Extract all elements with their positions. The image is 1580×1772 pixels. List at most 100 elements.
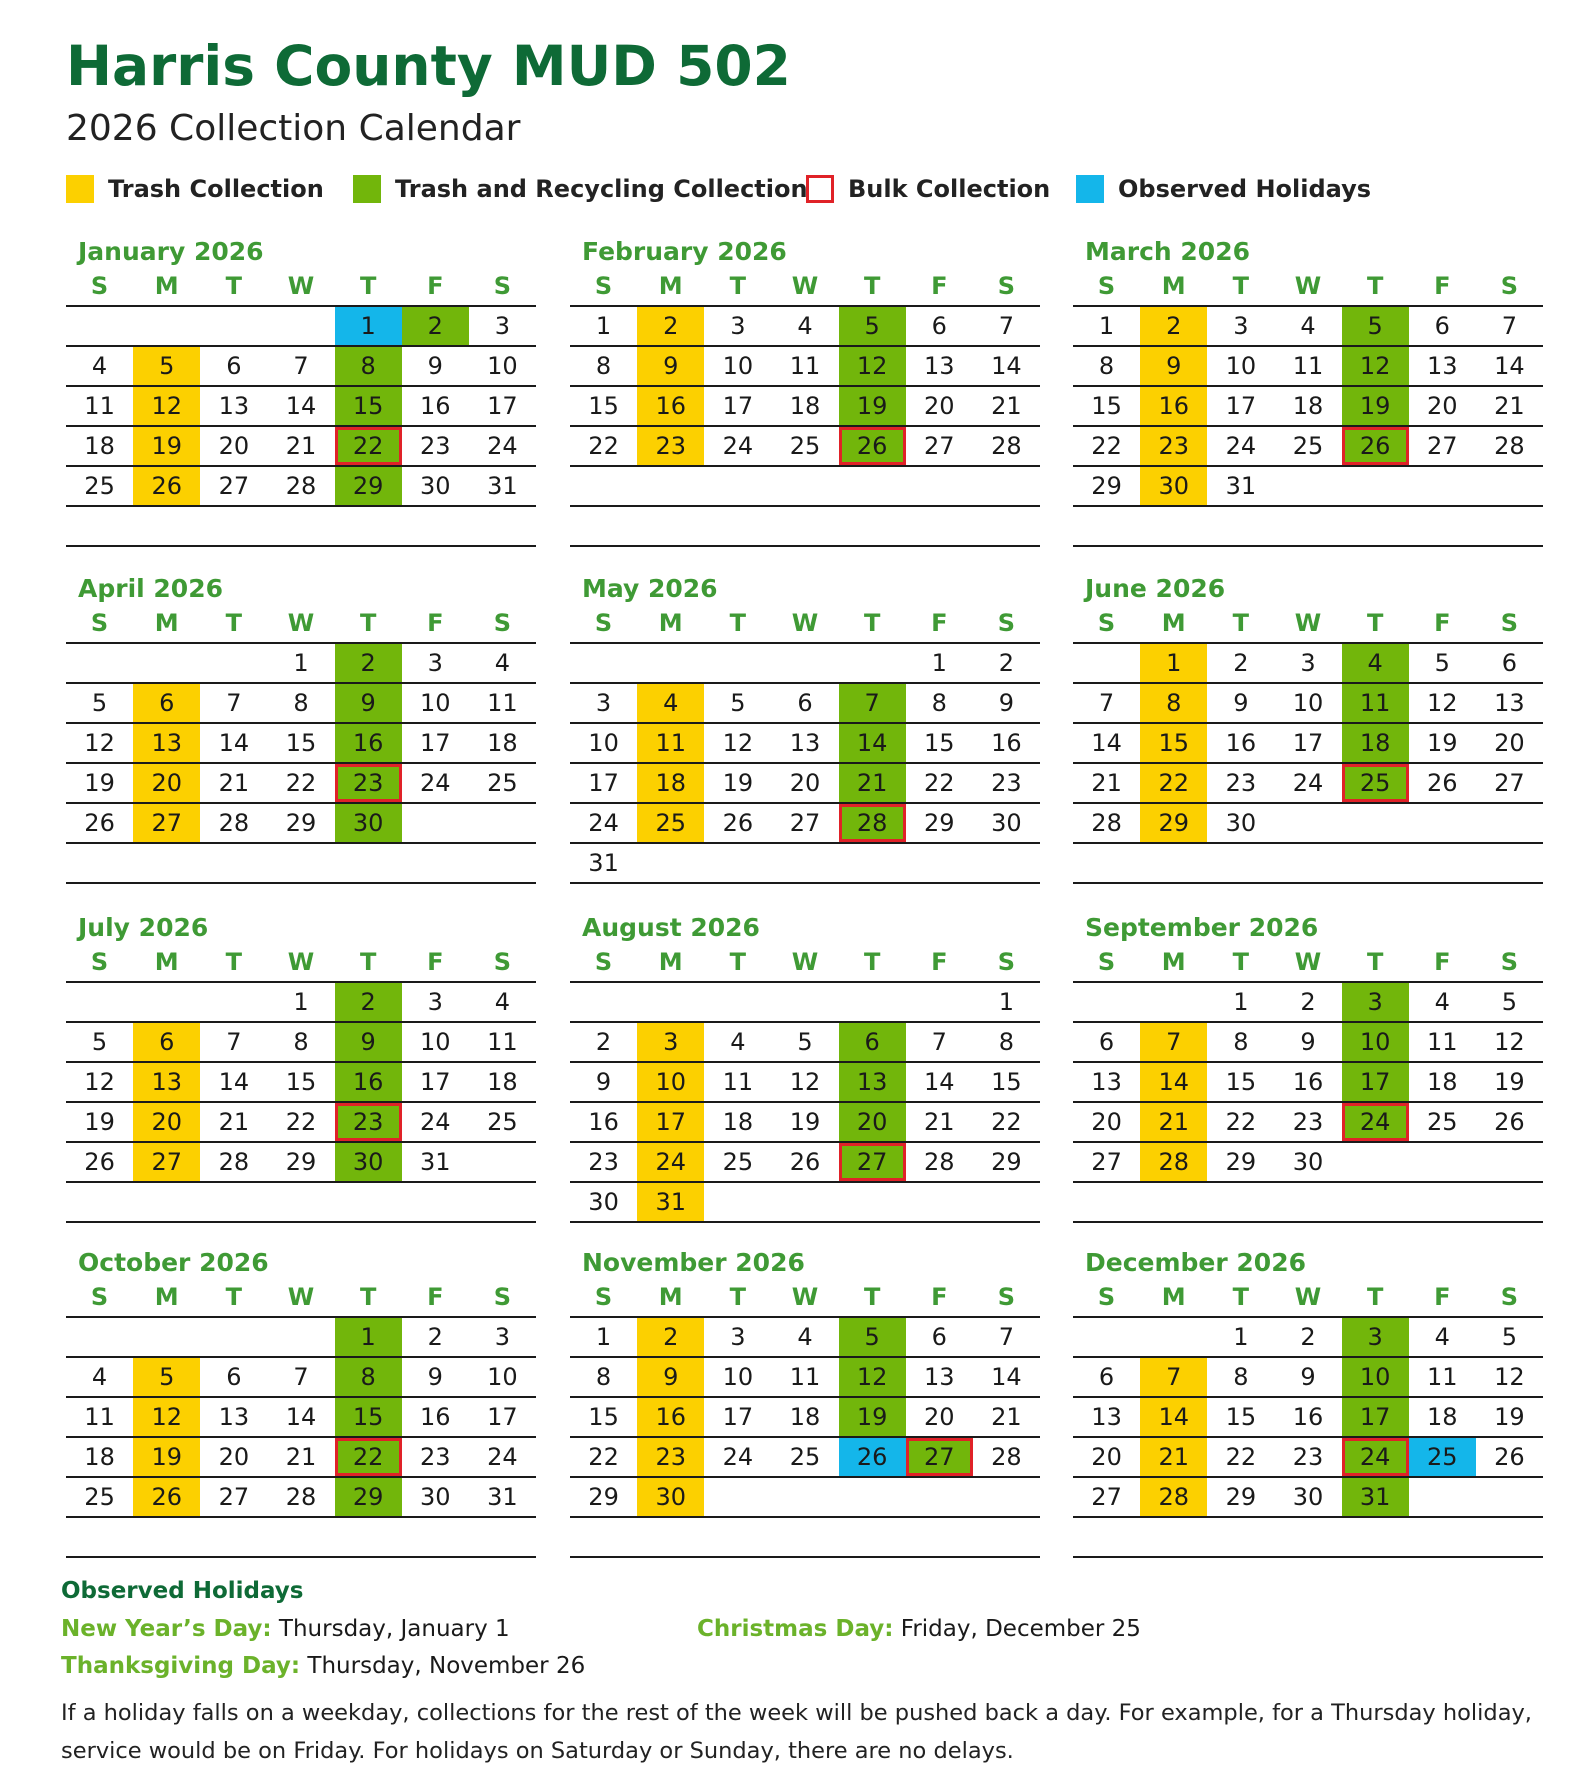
weekday-header: T xyxy=(359,948,377,976)
day-cell: 16 xyxy=(1225,729,1257,757)
day-cell: 24 xyxy=(722,432,754,460)
day-cell xyxy=(1140,844,1207,882)
day-cell xyxy=(771,1183,838,1221)
day-cell: 2 xyxy=(1140,307,1208,345)
page-title: Harris County MUD 502 xyxy=(66,34,791,98)
day-cell: 25 xyxy=(1427,1108,1458,1136)
week-row: 11 12 13 14 15 16 17 xyxy=(66,387,536,427)
week-row: 15 16 17 18 19 20 21 xyxy=(570,387,1040,427)
week-row xyxy=(570,507,1040,547)
day-cell: 23 xyxy=(334,764,402,802)
day-cell: 21 xyxy=(218,1108,250,1136)
month-title: June 2026 xyxy=(1085,574,1226,603)
weekday-header: T xyxy=(863,948,881,976)
day-cell: 24 xyxy=(588,809,619,837)
day-cell: 15 xyxy=(1225,1068,1257,1096)
weekday-header: F xyxy=(931,272,948,300)
day-cell: 7 xyxy=(838,684,906,722)
day-cell: 20 xyxy=(924,392,955,420)
day-cell: 17 xyxy=(1292,729,1324,757)
day-cell: 26 xyxy=(789,1148,821,1176)
day-cell: 27 xyxy=(1494,769,1525,797)
day-cell: 30 xyxy=(637,1478,705,1516)
day-cell: 4 xyxy=(494,649,511,677)
weekday-header: S xyxy=(997,609,1016,637)
day-cell: 8 xyxy=(293,1028,309,1056)
day-cell: 16 xyxy=(334,724,402,762)
day-cell: 13 xyxy=(1091,1068,1122,1096)
day-cell: 30 xyxy=(1140,467,1208,505)
day-cell xyxy=(1342,467,1409,505)
weekday-header: S xyxy=(1097,609,1116,637)
week-row: 21 22 23 24 25 26 27 xyxy=(1073,764,1543,804)
day-cell: 1 xyxy=(293,988,309,1016)
day-cell: 21 xyxy=(285,1443,317,1471)
day-cell xyxy=(1342,1518,1409,1556)
day-cell: 19 xyxy=(133,427,201,465)
day-cell xyxy=(1409,1518,1476,1556)
bulk-swatch xyxy=(806,175,834,203)
day-cell: 27 xyxy=(1091,1148,1122,1176)
day-cell: 13 xyxy=(218,392,250,420)
weekday-header: S xyxy=(493,272,512,300)
day-cell: 12 xyxy=(1494,1028,1525,1056)
day-cell xyxy=(570,1518,637,1556)
week-row: 27 28 29 30 xyxy=(1073,1143,1543,1183)
day-cell: 16 xyxy=(991,729,1022,757)
day-cell xyxy=(570,644,637,682)
day-cell: 10 xyxy=(637,1063,705,1101)
day-cell: 25 xyxy=(789,1443,821,1471)
day-cell xyxy=(66,983,133,1021)
day-cell: 23 xyxy=(637,427,705,465)
day-cell xyxy=(637,1518,704,1556)
day-cell: 10 xyxy=(1225,352,1257,380)
day-cell xyxy=(66,1318,133,1356)
day-cell: 6 xyxy=(797,689,813,717)
week-row: 5 6 7 8 9 10 11 xyxy=(66,684,536,724)
day-cell: 30 xyxy=(334,804,402,842)
day-cell: 18 xyxy=(487,729,518,757)
day-cell: 4 xyxy=(1341,644,1409,682)
day-cell: 5 xyxy=(1341,307,1409,345)
holiday-item-christmas: Christmas Day: Friday, December 25 xyxy=(697,1616,1141,1642)
weekday-header: F xyxy=(427,272,444,300)
day-cell xyxy=(637,644,704,682)
week-row xyxy=(1073,1518,1543,1558)
day-cell: 28 xyxy=(991,432,1022,460)
day-cell: 25 xyxy=(84,472,115,500)
legend-holidays: Observed Holidays xyxy=(1076,175,1371,203)
weekday-header: T xyxy=(863,609,881,637)
weekday-header: T xyxy=(729,948,747,976)
day-cell: 15 xyxy=(285,729,317,757)
day-cell: 2 xyxy=(1233,649,1249,677)
weekday-header: S xyxy=(90,948,109,976)
day-cell: 10 xyxy=(722,352,754,380)
day-cell: 3 xyxy=(637,1023,705,1061)
day-cell: 7 xyxy=(226,689,242,717)
month-title: March 2026 xyxy=(1085,237,1250,266)
weekday-header: M xyxy=(154,272,179,300)
day-cell: 27 xyxy=(218,472,250,500)
day-cell: 20 xyxy=(1091,1443,1122,1471)
day-cell: 25 xyxy=(1341,764,1409,802)
weekday-header: F xyxy=(1434,948,1451,976)
day-cell: 27 xyxy=(838,1143,906,1181)
day-cell: 14 xyxy=(991,1363,1022,1391)
week-row: 16 17 18 19 20 21 22 xyxy=(570,1103,1040,1143)
day-cell: 26 xyxy=(1341,427,1409,465)
day-cell: 15 xyxy=(285,1068,317,1096)
day-cell: 12 xyxy=(838,347,906,385)
day-cell xyxy=(839,844,906,882)
day-cell: 3 xyxy=(730,1323,746,1351)
day-cell xyxy=(1409,1143,1476,1181)
week-row: 6 7 8 9 10 11 12 xyxy=(1073,1358,1543,1398)
weekday-header: F xyxy=(427,1283,444,1311)
day-cell: 27 xyxy=(789,809,821,837)
day-cell: 28 xyxy=(1140,1478,1208,1516)
month-6: July 2026 S M T W T F S 1 2 3 4 5 6 7 8 9 10 11 12 13 14 15 16 1… xyxy=(66,911,536,1223)
week-row: 19 20 21 22 23 24 25 xyxy=(66,1103,536,1143)
weekday-header: F xyxy=(931,948,948,976)
weekday-header: T xyxy=(1232,1283,1250,1311)
